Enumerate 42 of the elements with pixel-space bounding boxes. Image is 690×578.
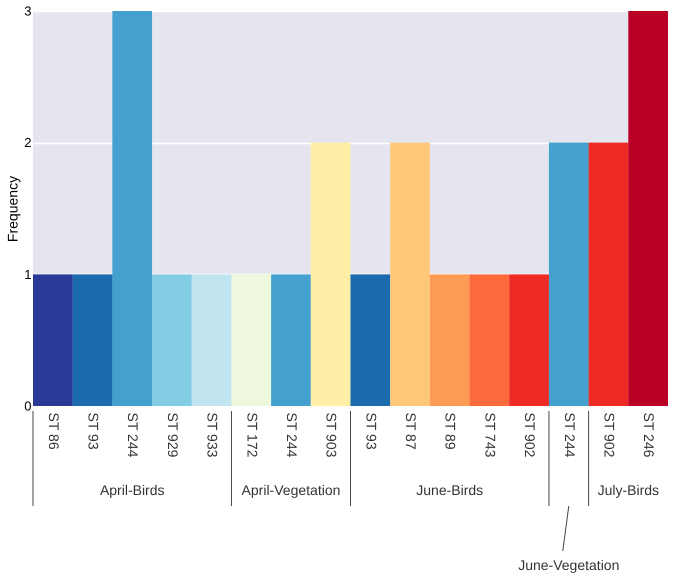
bar xyxy=(470,274,510,406)
bar xyxy=(588,142,628,406)
y-tick-label: 3 xyxy=(24,4,32,18)
x-tick-label: ST 89 xyxy=(442,412,459,450)
y-axis-title: Frequency xyxy=(4,176,20,242)
x-tick-label: ST 86 xyxy=(46,412,62,450)
text: April-Vegetation xyxy=(242,482,340,498)
bar xyxy=(310,142,350,406)
y-tick-label: 1 xyxy=(24,266,32,282)
x-tick-label: ST 903 xyxy=(324,412,340,458)
x-tick-label: ST 93 xyxy=(363,412,380,450)
x-tick-label: ST 743 xyxy=(482,412,498,458)
bar xyxy=(509,274,549,406)
x-tick-label: ST 93 xyxy=(86,412,102,450)
bar xyxy=(72,274,112,406)
bar xyxy=(152,274,192,406)
bar xyxy=(350,274,390,406)
text: July-Birds xyxy=(598,482,660,498)
bar xyxy=(231,274,272,406)
bar xyxy=(548,142,589,406)
x-tick-label: ST 902 xyxy=(601,412,618,458)
x-tick-label: ST 246 xyxy=(641,412,658,458)
bar xyxy=(271,274,311,406)
text: June-Vegetation xyxy=(518,557,620,573)
text: June-Birds xyxy=(416,482,484,498)
x-tick-label: ST 172 xyxy=(244,412,260,458)
y-tick-label: 0 xyxy=(24,398,32,414)
bar xyxy=(33,274,73,406)
x-tick-label: ST 244 xyxy=(284,412,300,458)
text: April-Birds xyxy=(100,482,165,498)
bar xyxy=(192,274,232,406)
bar xyxy=(628,11,668,406)
bar xyxy=(112,11,152,406)
x-tick-label: ST 933 xyxy=(204,412,221,458)
x-tick-label: ST 244 xyxy=(125,412,142,458)
y-tick-label: 2 xyxy=(24,135,32,150)
x-tick-label: ST 87 xyxy=(403,412,420,450)
bar xyxy=(430,274,470,406)
x-tick-label: ST 244 xyxy=(562,412,578,458)
bar xyxy=(390,142,430,406)
x-tick-label: ST 902 xyxy=(522,412,538,458)
x-tick-label: ST 929 xyxy=(164,412,181,458)
